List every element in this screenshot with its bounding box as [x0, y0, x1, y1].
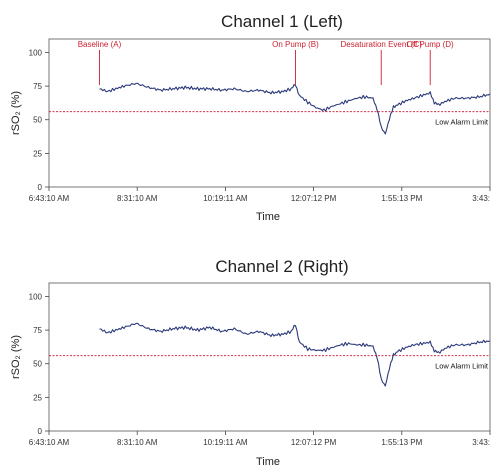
series-group	[99, 82, 491, 135]
series-line	[99, 322, 491, 387]
y-axis-label: rSO₂ (%)	[10, 335, 22, 379]
x-axis-label: Time	[256, 456, 280, 468]
annotation-label: Desaturation Event (C)	[341, 40, 423, 49]
y-axis: 0 25 50 75 100	[29, 292, 49, 436]
x-tick-label: 6:43:10 AM	[29, 194, 70, 203]
x-tick-label: 3:43:	[472, 194, 490, 203]
x-tick-label: 8:31:10 AM	[117, 438, 158, 447]
y-tick-label: 0	[38, 427, 43, 436]
y-axis: 0 25 50 75 100	[29, 48, 49, 192]
y-tick-label: 75	[33, 326, 42, 335]
series-line	[99, 82, 491, 135]
y-tick-label: 100	[29, 292, 43, 301]
y-tick-label: 25	[33, 149, 42, 158]
annotations: Baseline (A) On Pump (B) Desaturation Even…	[78, 40, 454, 85]
x-tick-label: 3:43:	[472, 438, 490, 447]
x-tick-label: 6:43:10 AM	[29, 438, 70, 447]
y-tick-label: 75	[33, 82, 42, 91]
x-tick-label: 1:55:13 PM	[381, 438, 422, 447]
annotation-label: Baseline (A)	[78, 40, 122, 49]
annotation-label: Off Pump (D)	[407, 40, 454, 49]
y-tick-label: 50	[33, 116, 42, 125]
y-tick-label: 50	[33, 360, 42, 369]
y-tick-label: 0	[38, 183, 43, 192]
alarm-limit-label: Low Alarm Limit	[435, 118, 489, 127]
x-axis-label: Time	[256, 211, 280, 223]
x-axis: 6:43:10 AM 8:31:10 AM 10:19:11 AM 12:07:12 …	[29, 187, 491, 203]
y-tick-label: 100	[29, 48, 43, 57]
y-axis-label: rSO₂ (%)	[10, 91, 22, 135]
annotation-label: On Pump (B)	[272, 40, 319, 49]
x-tick-label: 12:07:12 PM	[291, 438, 337, 447]
x-tick-label: 10:19:11 AM	[203, 438, 248, 447]
plot-frame	[48, 282, 491, 432]
y-tick-label: 25	[33, 393, 42, 402]
chart-panel-channel-2: Channel 2 (Right) 0 25 50 75 100 6:43:10 AM 8…	[10, 257, 491, 468]
chart-title: Channel 1 (Left)	[221, 12, 343, 31]
plot-frame	[48, 38, 491, 188]
x-tick-label: 10:19:11 AM	[203, 194, 248, 203]
chart-title: Channel 2 (Right)	[215, 257, 348, 276]
series-group	[99, 322, 491, 387]
x-tick-label: 12:07:12 PM	[291, 194, 337, 203]
chart-panel-channel-1: Channel 1 (Left) 0 25 50 75 100 6:43:10 AM 8:…	[10, 12, 491, 223]
x-axis: 6:43:10 AM 8:31:10 AM 10:19:11 AM 12:07:12 …	[29, 431, 491, 447]
x-tick-label: 1:55:13 PM	[381, 194, 422, 203]
alarm-limit-label: Low Alarm Limit	[435, 362, 489, 371]
x-tick-label: 8:31:10 AM	[117, 194, 158, 203]
